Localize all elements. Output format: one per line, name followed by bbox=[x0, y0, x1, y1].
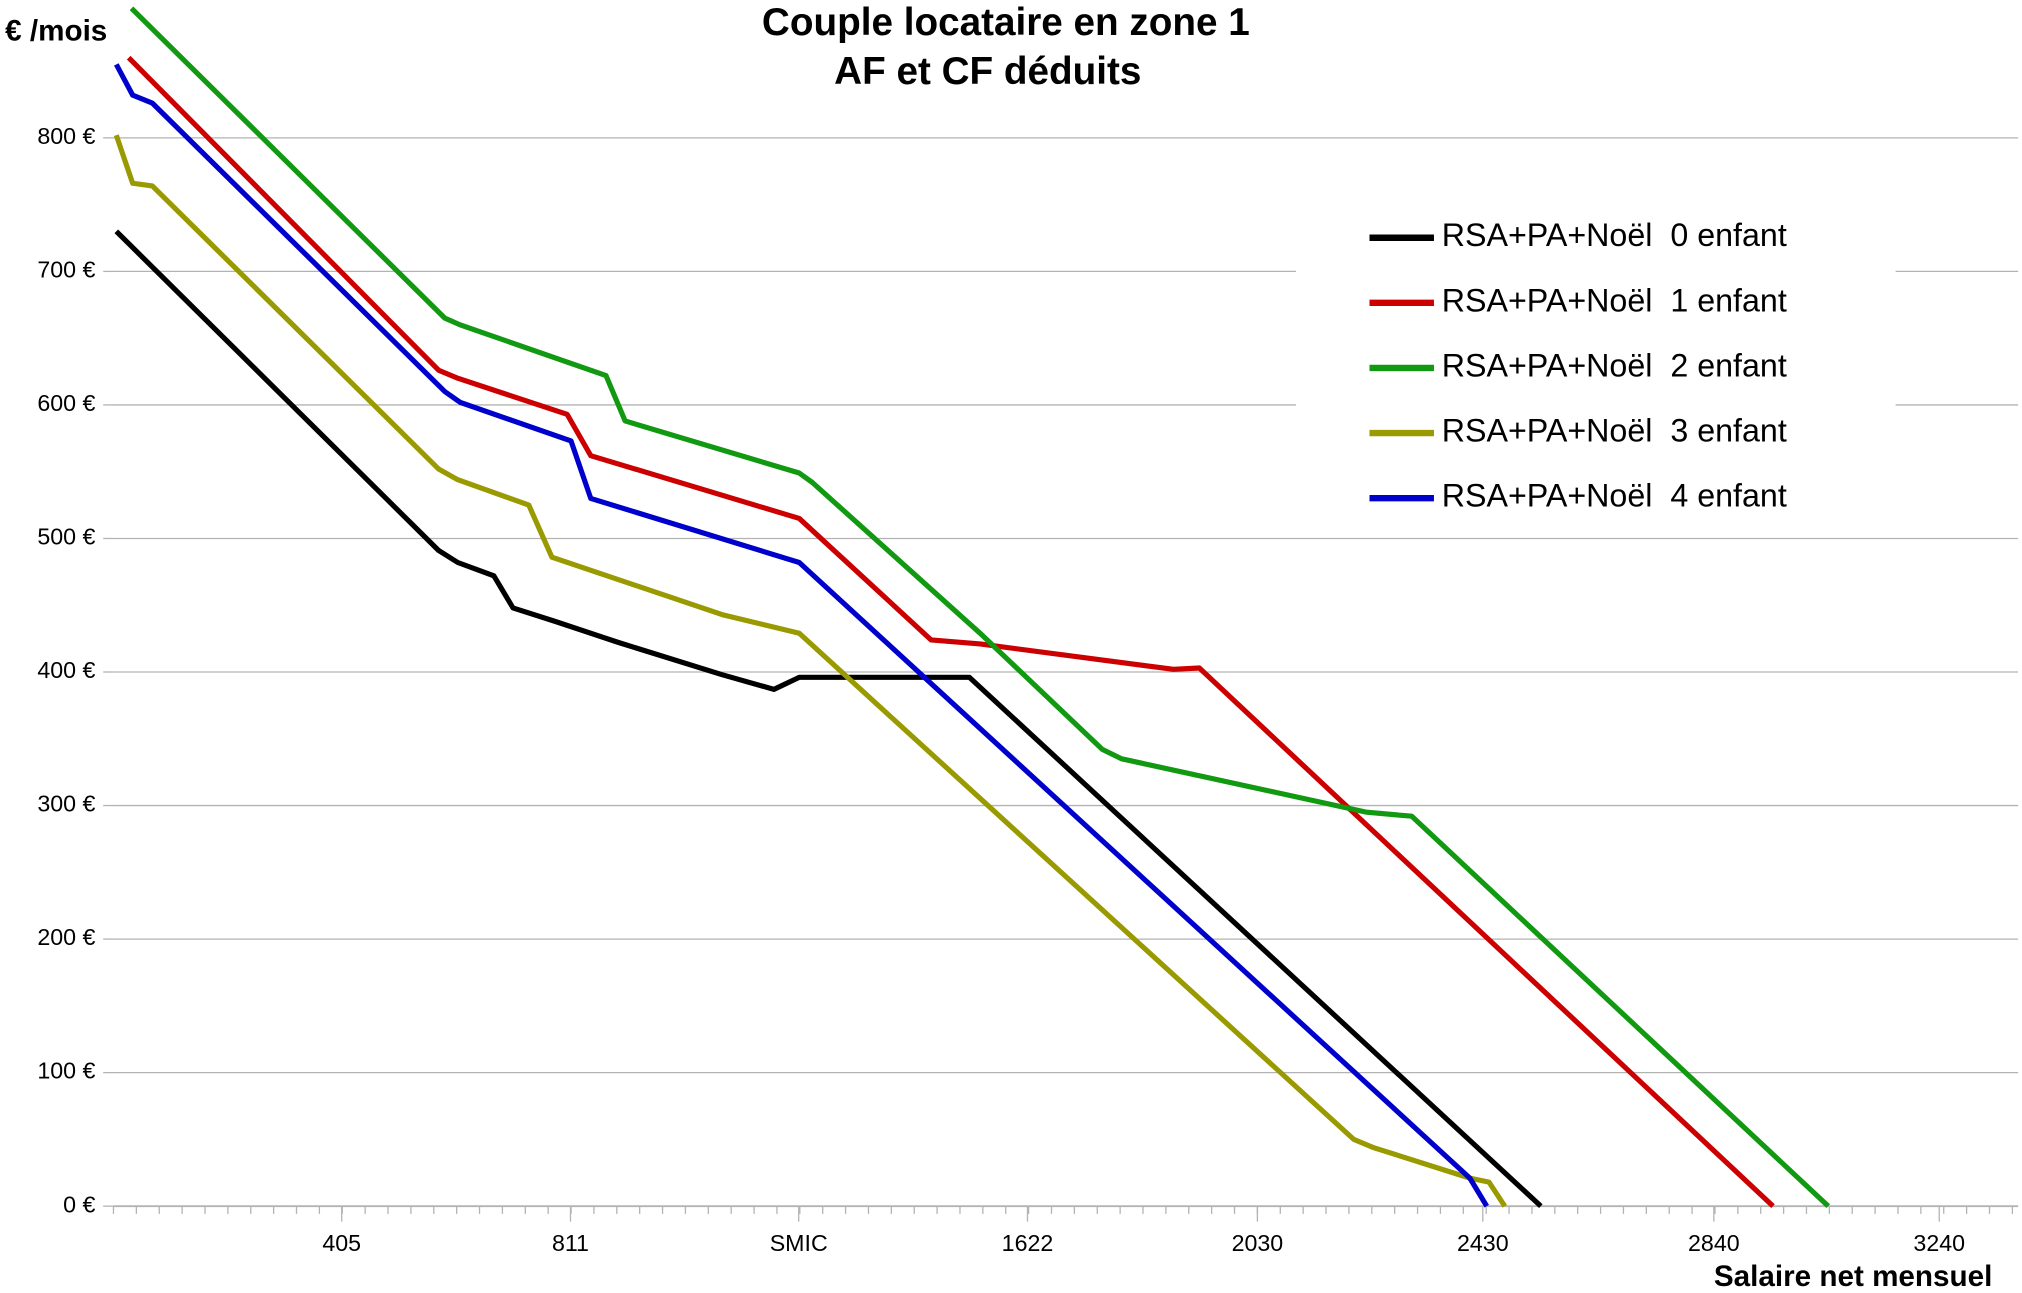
series-line bbox=[114, 63, 1489, 1208]
y-tick-label: 0 € bbox=[63, 1191, 95, 1217]
x-tick-label: SMIC bbox=[770, 1230, 828, 1256]
y-tick-label: 400 € bbox=[37, 657, 95, 683]
y-tick-label: 100 € bbox=[37, 1058, 95, 1084]
legend-label: RSA+PA+Noël 0 enfant bbox=[1442, 217, 1787, 253]
x-tick-label: 3240 bbox=[1913, 1230, 1965, 1256]
x-tick-label: 2030 bbox=[1232, 1230, 1284, 1256]
y-tick-label: 800 € bbox=[37, 123, 95, 149]
y-tick-label: 500 € bbox=[37, 524, 95, 550]
legend-label: RSA+PA+Noël 1 enfant bbox=[1442, 282, 1787, 318]
x-tick-label: 2430 bbox=[1457, 1230, 1509, 1256]
series-line bbox=[126, 55, 1775, 1209]
series-line bbox=[114, 229, 1543, 1209]
x-tick-label: 1622 bbox=[1002, 1230, 1054, 1256]
chart-title: Couple locataire en zone 1 bbox=[762, 1, 1250, 44]
x-axis-label: Salaire net mensuel bbox=[1714, 1260, 1992, 1293]
y-tick-label: 300 € bbox=[37, 791, 95, 817]
legend: RSA+PA+Noël 0 enfant RSA+PA+Noël 1 enfant… bbox=[1295, 195, 1896, 537]
y-tick-label: 200 € bbox=[37, 924, 95, 950]
x-tick-label: 405 bbox=[322, 1230, 361, 1256]
series-line bbox=[113, 134, 1507, 1208]
y-axis-label: € /mois bbox=[5, 15, 107, 48]
series-line bbox=[129, 6, 1830, 1209]
y-tick-label: 600 € bbox=[37, 390, 95, 416]
legend-label: RSA+PA+Noël 2 enfant bbox=[1442, 347, 1787, 383]
x-tick-label: 811 bbox=[552, 1230, 589, 1256]
y-tick-label: 700 € bbox=[37, 257, 95, 283]
chart-subtitle: AF et CF déduits bbox=[834, 50, 1141, 93]
x-tick-label: 2840 bbox=[1688, 1230, 1740, 1256]
legend-label: RSA+PA+Noël 3 enfant bbox=[1442, 413, 1787, 449]
legend-label: RSA+PA+Noël 4 enfant bbox=[1442, 478, 1787, 514]
